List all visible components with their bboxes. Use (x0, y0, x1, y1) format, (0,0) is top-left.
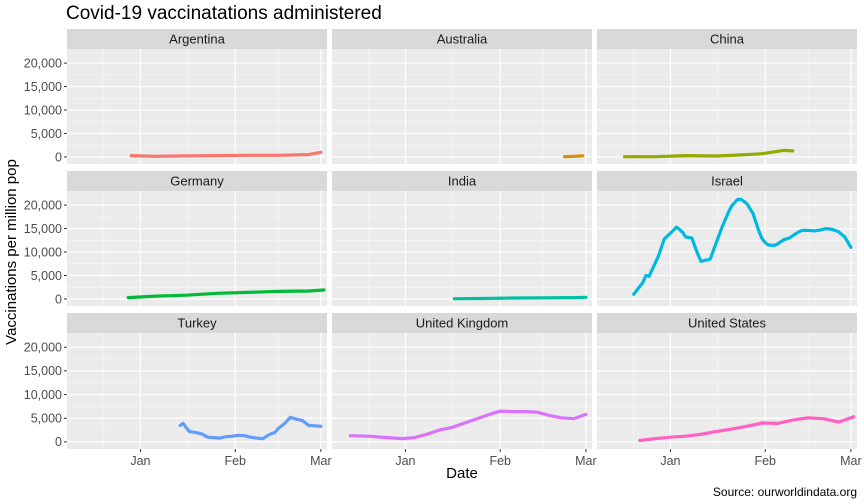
facet-panel: India (332, 171, 592, 306)
panel-background (67, 49, 327, 164)
facet-strip-label: China (710, 32, 745, 47)
series-line (622, 148, 795, 159)
facet-strip-label: Germany (170, 174, 224, 189)
facet-strip-label: Argentina (169, 32, 225, 47)
x-tick-label: Feb (754, 454, 776, 468)
y-axes: 0 5,000 10,000 15,000 20,000 0 5,000 10,000 15,0… (24, 56, 67, 449)
facet-panel: Israel (597, 171, 857, 306)
facet-strip (332, 313, 592, 333)
y-tick-label: 0 (55, 150, 62, 164)
y-tick-label: 10,000 (24, 103, 62, 117)
series-line (178, 415, 323, 441)
source-caption: Source: ourworldindata.org (713, 485, 857, 499)
facet-strip-label: United States (688, 316, 767, 331)
panel-background (67, 333, 327, 449)
facet-panel: United States (597, 313, 857, 449)
facet-panel: Turkey (67, 313, 327, 449)
panel-background (332, 333, 592, 449)
x-tick-label: Jan (395, 454, 415, 468)
facet-strip (332, 29, 592, 49)
panel-background (67, 191, 327, 306)
facet-panels: Argentina Australia China Germany India Israe… (67, 29, 857, 449)
facet-panel: China (597, 29, 857, 164)
x-tick-label: Mar (840, 454, 862, 468)
facet-strip-label: Israel (711, 174, 743, 189)
x-tick-label: Feb (224, 454, 246, 468)
facet-strip (597, 171, 857, 191)
y-tick-label: 0 (55, 435, 62, 449)
x-tick-label: Jan (130, 454, 150, 468)
facet-strip (597, 313, 857, 333)
panel-background (597, 49, 857, 164)
y-tick-label: 15,000 (24, 364, 62, 378)
y-tick-label: 5,000 (31, 412, 62, 426)
facet-strip (332, 171, 592, 191)
panel-background (332, 49, 592, 164)
facet-strip (67, 171, 327, 191)
x-tick-label: Mar (310, 454, 332, 468)
facet-panel: Australia (332, 29, 592, 164)
y-tick-label: 5,000 (31, 127, 62, 141)
facet-panel: Argentina (67, 29, 327, 164)
panel-background (597, 333, 857, 449)
series-line (129, 150, 323, 158)
y-tick-label: 0 (55, 292, 62, 306)
y-tick-label: 15,000 (24, 222, 62, 236)
facet-strip (67, 313, 327, 333)
x-tick-label: Mar (575, 454, 597, 468)
series-line (638, 415, 856, 443)
facet-panel: Germany (67, 171, 327, 306)
facet-strip-label: Turkey (177, 316, 217, 331)
facet-strip-label: Australia (437, 32, 488, 47)
panel-background (332, 191, 592, 306)
series-line (348, 409, 588, 441)
y-tick-label: 10,000 (24, 245, 62, 259)
series-line (562, 154, 585, 159)
facet-strip-label: India (448, 174, 477, 189)
facet-strip (597, 29, 857, 49)
series-line (632, 197, 853, 296)
y-axis-title: Vaccinations per million pop (3, 159, 20, 345)
y-tick-label: 5,000 (31, 269, 62, 283)
y-tick-label: 20,000 (24, 198, 62, 212)
chart-title: Covid-19 vaccinatations administered (66, 3, 382, 24)
x-tick-label: Jan (660, 454, 680, 468)
facet-strip (67, 29, 327, 49)
facet-panel: United Kingdom (332, 313, 592, 449)
series-line (126, 288, 326, 300)
x-tick-label: Feb (489, 454, 511, 468)
x-axes: Jan Feb Mar Jan Feb Mar Jan Feb Mar (130, 449, 862, 468)
y-tick-label: 20,000 (24, 56, 62, 70)
y-tick-label: 20,000 (24, 341, 62, 355)
y-tick-label: 10,000 (24, 388, 62, 402)
series-line (452, 295, 588, 301)
facet-strip-label: United Kingdom (416, 316, 509, 331)
y-tick-label: 15,000 (24, 80, 62, 94)
x-axis-title: Date (446, 465, 478, 482)
